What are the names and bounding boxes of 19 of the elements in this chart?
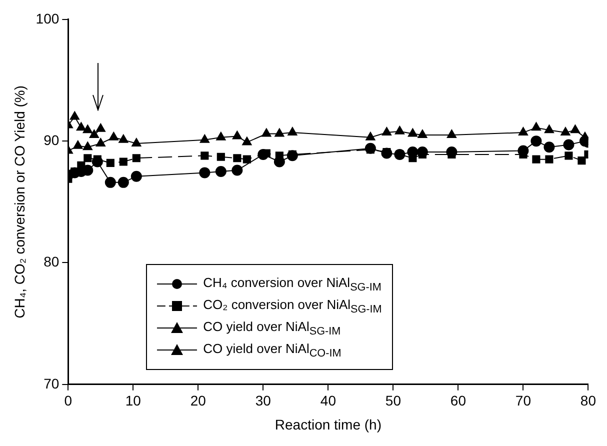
legend-label: CO yield over NiAl$_{CO-IM}$ bbox=[203, 341, 342, 360]
x-axis-title: Reaction time (h) bbox=[274, 416, 382, 432]
legend-label: CH₄ conversion over NiAl$_{SG-IM}$ bbox=[203, 275, 382, 294]
y-tick-label: 80 bbox=[44, 254, 60, 270]
x-tick-label: 60 bbox=[450, 392, 466, 409]
x-tick-label: 70 bbox=[515, 392, 532, 409]
x-tick-label: 20 bbox=[190, 392, 206, 409]
x-tick-label: 10 bbox=[125, 392, 142, 409]
x-tick-label: 30 bbox=[255, 392, 272, 409]
legend-label: CO yield over NiAl$_{SG-IM}$ bbox=[203, 319, 341, 338]
x-tick-label: 50 bbox=[385, 392, 402, 409]
x-tick-label: 80 bbox=[580, 392, 596, 409]
y-tick-label: 100 bbox=[36, 10, 60, 26]
x-tick-label: 40 bbox=[320, 392, 336, 409]
y-axis-title: CH₄, CO₂ conversion or CO Yield (%) bbox=[11, 85, 28, 318]
y-tick-label: 70 bbox=[44, 375, 60, 392]
legend-label: CO₂ conversion over NiAl$_{SG-IM}$ bbox=[203, 297, 382, 316]
x-tick-label: 0 bbox=[64, 392, 72, 409]
y-tick-label: 90 bbox=[44, 132, 60, 148]
